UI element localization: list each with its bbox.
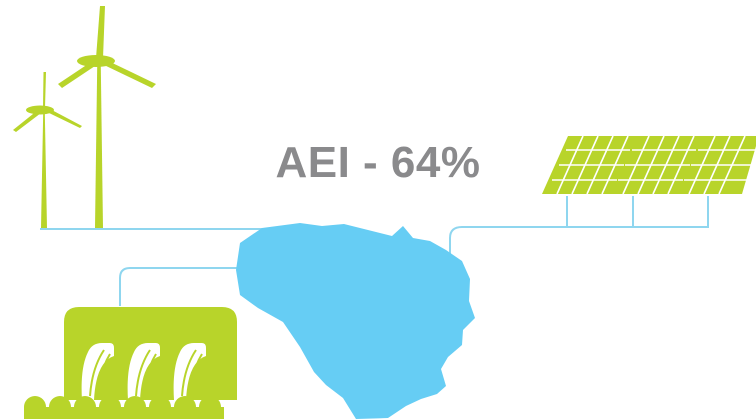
- country-map-icon: [236, 223, 475, 419]
- headline-percentage: AEI - 64%: [275, 138, 481, 187]
- wind-turbine-icon: [13, 6, 156, 228]
- solar-panel-icon: [542, 135, 756, 195]
- hydro-dam-icon: [24, 307, 237, 419]
- connector-lines: [40, 196, 709, 306]
